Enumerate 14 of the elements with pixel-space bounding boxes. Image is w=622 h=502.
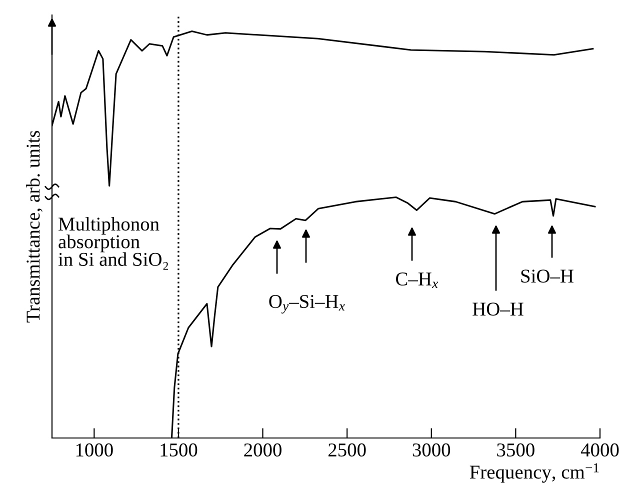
- x-tick-label: 2000: [244, 443, 282, 457]
- annotation: HO–H: [472, 302, 524, 316]
- x-tick-label: 3000: [412, 443, 450, 457]
- annotation: O$_{y}$–Si–H$_{x}$: [269, 295, 345, 314]
- y-axis-title: Transmittance, arb. units: [26, 130, 43, 322]
- x-tick-label: 4000: [580, 443, 619, 457]
- x-axis-title: Frequency, cm$^{−1}$: [470, 463, 599, 483]
- x-tick-label: 3500: [497, 443, 534, 457]
- annotation: Multiphonon absorption in Si and SiO₂: [58, 217, 168, 270]
- annotation: C–H$_{x}$: [396, 272, 438, 288]
- annotation: SiO–H: [521, 270, 574, 283]
- x-tick-label: 1500: [160, 443, 198, 457]
- x-tick-label: 1000: [76, 443, 113, 457]
- x-tick-label: 2500: [328, 443, 366, 457]
